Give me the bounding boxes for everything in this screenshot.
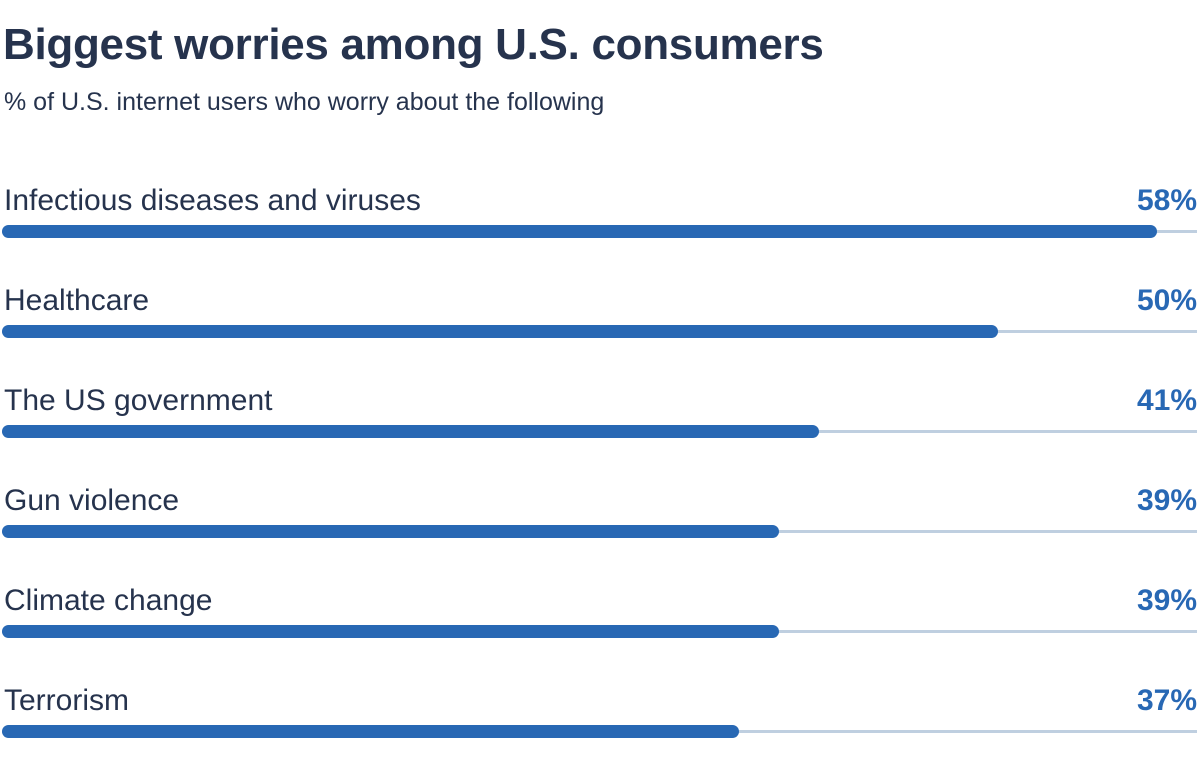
value-label: 37%: [1136, 684, 1197, 717]
value-label: 39%: [1136, 484, 1197, 517]
value-label: 39%: [1136, 584, 1197, 617]
value-label: 58%: [1136, 184, 1197, 217]
chart-subtitle: % of U.S. internet users who worry about…: [4, 88, 605, 116]
category-label: The US government: [4, 384, 273, 417]
category-label: Infectious diseases and viruses: [4, 184, 421, 217]
bar-row: Infectious diseases and viruses 58%: [0, 183, 1201, 243]
bar: [2, 625, 779, 638]
value-label: 50%: [1136, 284, 1197, 317]
category-label: Climate change: [4, 584, 213, 617]
bar: [2, 425, 819, 438]
category-label: Healthcare: [4, 284, 150, 317]
bar: [2, 525, 779, 538]
bar-row: Climate change 39%: [0, 583, 1201, 643]
bar: [2, 225, 1157, 238]
bar-row: Terrorism 37%: [0, 683, 1201, 743]
bar: [2, 725, 739, 738]
bar: [2, 325, 998, 338]
bar-row: Healthcare 50%: [0, 283, 1201, 343]
value-label: 41%: [1136, 384, 1197, 417]
category-label: Terrorism: [4, 684, 129, 717]
bar-row: Gun violence 39%: [0, 483, 1201, 543]
category-label: Gun violence: [4, 484, 180, 517]
chart-title: Biggest worries among U.S. consumers: [3, 20, 824, 69]
bar-row: The US government 41%: [0, 383, 1201, 443]
